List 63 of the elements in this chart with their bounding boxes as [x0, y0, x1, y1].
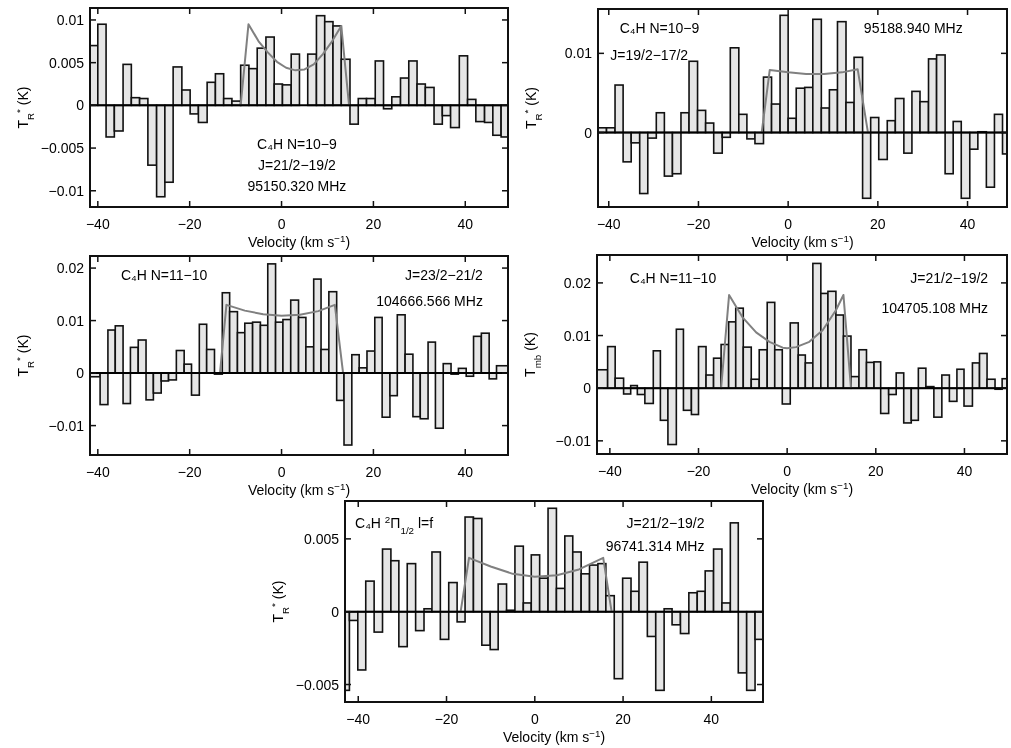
x-tick-label: 40 — [457, 216, 474, 232]
annotation: C₄H N=10−9 — [257, 136, 337, 153]
annotation: J=21/2−19/2 — [910, 269, 989, 286]
x-axis-title: Velocity (km s$^{−1}$) — [751, 232, 854, 250]
y-tick-label: −0.005 — [295, 676, 340, 693]
x-tick-label: 20 — [868, 463, 884, 479]
x-tick-label: 0 — [783, 463, 792, 479]
x-tick-label: −40 — [596, 216, 621, 232]
x-tick-label: −40 — [597, 463, 622, 479]
y-tick-label: −0.005 — [40, 140, 85, 157]
y-tick-label: 0 — [76, 365, 85, 382]
x-axis-title: Velocity (km s$^{−1}$) — [247, 232, 351, 250]
x-tick-label: 40 — [959, 216, 976, 232]
x-tick-label: −20 — [434, 711, 459, 727]
x-tick-label: 40 — [956, 463, 973, 479]
x-tick-label: 0 — [784, 216, 793, 232]
x-tick-label: −20 — [177, 464, 202, 480]
y-tick-label: −0.01 — [48, 417, 85, 434]
x-tick-label: 0 — [277, 216, 286, 232]
x-axis-title: Velocity (km s$^{−1}$) — [247, 480, 351, 498]
x-tick-label: −20 — [686, 463, 711, 479]
annotation: J=21/2−19/2 — [257, 157, 337, 174]
x-tick-label: 20 — [870, 216, 886, 232]
annotation: C₄H N=10−9 — [619, 19, 700, 36]
y-tick-label: 0.01 — [564, 45, 593, 62]
x-tick-label: 20 — [615, 711, 632, 727]
x-tick-label: 40 — [457, 464, 474, 480]
y-tick-label: 0.01 — [56, 312, 85, 329]
y-tick-label: 0 — [583, 380, 592, 397]
annotation: J=23/2−21/2 — [405, 266, 484, 283]
x-tick-label: −20 — [177, 216, 202, 232]
annotation: J=21/2−19/2 — [626, 515, 705, 532]
annotation: 96741.314 MHz — [605, 538, 705, 555]
y-tick-label: 0.01 — [56, 11, 85, 28]
y-tick-label: −0.01 — [555, 432, 592, 449]
annotation: C₄H $^{2}$Π$_{1/2}$ l=f — [355, 513, 434, 536]
x-axis-title: Velocity (km s$^{−1}$) — [502, 727, 606, 745]
annotation: 95188.940 MHz — [863, 19, 963, 36]
y-tick-label: 0.02 — [56, 260, 85, 277]
x-tick-label: −40 — [85, 216, 110, 232]
annotation: C₄H N=11−10 — [120, 266, 208, 283]
y-tick-label: 0.005 — [48, 54, 85, 71]
y-tick-label: 0 — [331, 603, 340, 620]
x-tick-label: 0 — [530, 711, 539, 727]
annotation: C₄H N=11−10 — [629, 269, 717, 286]
y-tick-label: 0.02 — [563, 274, 592, 291]
x-tick-label: 40 — [703, 711, 720, 727]
annotation: 104666.566 MHz — [376, 292, 483, 309]
x-tick-label: 20 — [365, 464, 382, 480]
y-tick-label: 0 — [584, 124, 593, 141]
x-tick-label: 0 — [277, 464, 286, 480]
annotation: J=19/2−17/2 — [610, 47, 689, 64]
x-tick-label: −40 — [85, 464, 110, 480]
y-tick-label: 0.01 — [563, 327, 592, 344]
x-tick-label: 20 — [365, 216, 382, 232]
x-tick-label: −40 — [346, 711, 371, 727]
y-tick-label: 0 — [76, 97, 85, 114]
annotation: 95150.320 MHz — [247, 178, 347, 195]
annotation: 104705.108 MHz — [881, 299, 989, 316]
y-tick-label: 0.005 — [303, 530, 340, 547]
x-tick-label: −20 — [686, 216, 711, 232]
y-tick-label: −0.01 — [48, 182, 85, 199]
x-axis-title: Velocity (km s$^{−1}$) — [750, 479, 854, 497]
